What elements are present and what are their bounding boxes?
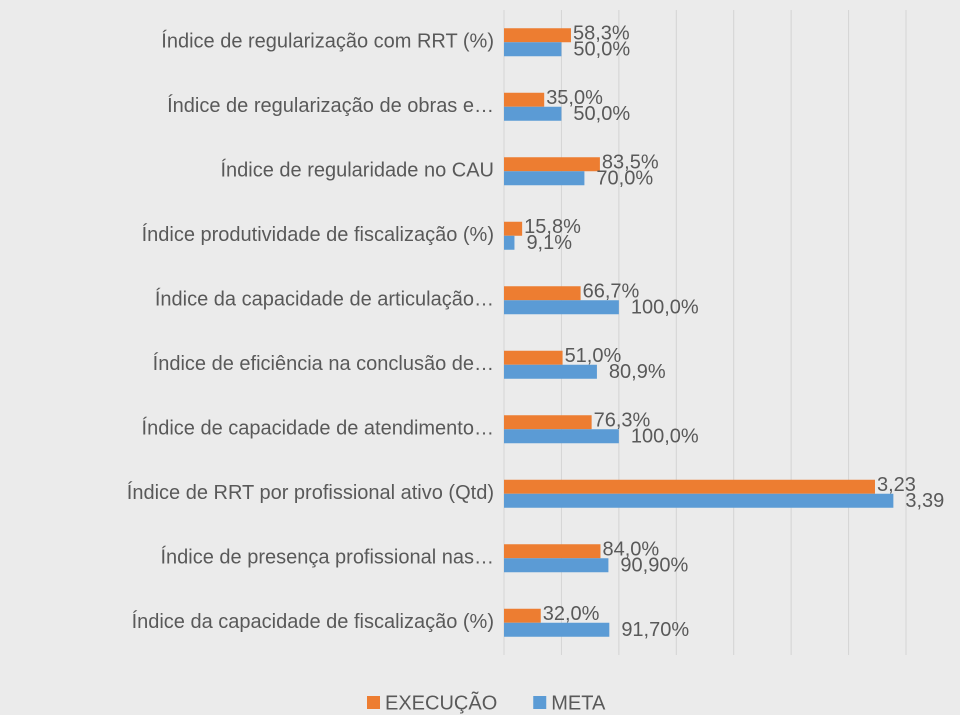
- data-label: 3,23: [877, 474, 916, 496]
- y-tick-label: Índice de regularização de obras e…: [167, 94, 494, 117]
- bar: [504, 493, 894, 508]
- data-label: 100,0%: [631, 297, 699, 319]
- legend-label: META: [551, 692, 606, 714]
- y-tick-label: Índice de capacidade de atendimento…: [142, 417, 494, 440]
- bar: [504, 350, 563, 365]
- data-label: 76,3%: [594, 410, 651, 432]
- y-tick-label: Índice da capacidade de articulação…: [155, 288, 494, 311]
- bar: [504, 235, 515, 250]
- y-tick-label: Índice de regularidade no CAU: [220, 159, 494, 182]
- y-tick-label: Índice produtividade de fiscalização (%): [142, 223, 494, 246]
- data-label: 3,39: [905, 490, 944, 512]
- data-label: 58,3%: [573, 23, 630, 45]
- y-tick-label: Índice de RRT por profissional ativo (Qt…: [127, 481, 494, 504]
- legend-swatch: [367, 696, 380, 709]
- legend-swatch: [533, 696, 547, 709]
- data-label: 35,0%: [546, 87, 603, 109]
- bar: [504, 221, 523, 236]
- y-tick-label: Índice de presença profissional nas…: [160, 546, 494, 569]
- data-label: 80,9%: [609, 361, 666, 383]
- data-label: 70,0%: [596, 168, 653, 190]
- data-label: 84,0%: [602, 539, 659, 561]
- data-label: 50,0%: [573, 39, 630, 61]
- bar: [504, 106, 562, 121]
- y-tick-label: Índice de eficiência na conclusão de…: [153, 352, 494, 375]
- bar: [504, 558, 609, 573]
- legend-label: EXECUÇÃO: [385, 690, 497, 714]
- bar: [504, 28, 571, 43]
- data-label: 15,8%: [524, 216, 581, 238]
- bar: [504, 622, 610, 637]
- y-tick-label: Índice da capacidade de fiscalização (%): [132, 610, 494, 633]
- bar: [504, 42, 562, 57]
- data-label: 90,90%: [620, 555, 688, 577]
- bar: [504, 544, 601, 559]
- data-label: 91,70%: [621, 619, 689, 641]
- data-label: 83,5%: [602, 152, 659, 174]
- bar: [504, 92, 545, 107]
- bar: [504, 286, 581, 301]
- bar: [504, 157, 600, 172]
- data-label: 51,0%: [565, 345, 622, 367]
- data-label: 66,7%: [583, 281, 640, 303]
- bar: [504, 608, 541, 623]
- data-label: 32,0%: [543, 603, 600, 625]
- y-tick-label: Índice de regularização com RRT (%): [161, 30, 494, 53]
- data-label: 50,0%: [573, 103, 630, 125]
- data-label: 9,1%: [526, 232, 572, 254]
- bar: [504, 171, 585, 186]
- bar: [504, 429, 619, 444]
- bar: [504, 300, 619, 315]
- bar: [504, 479, 875, 494]
- bar: [504, 364, 597, 379]
- bar: [504, 415, 592, 430]
- data-label: 100,0%: [631, 426, 699, 448]
